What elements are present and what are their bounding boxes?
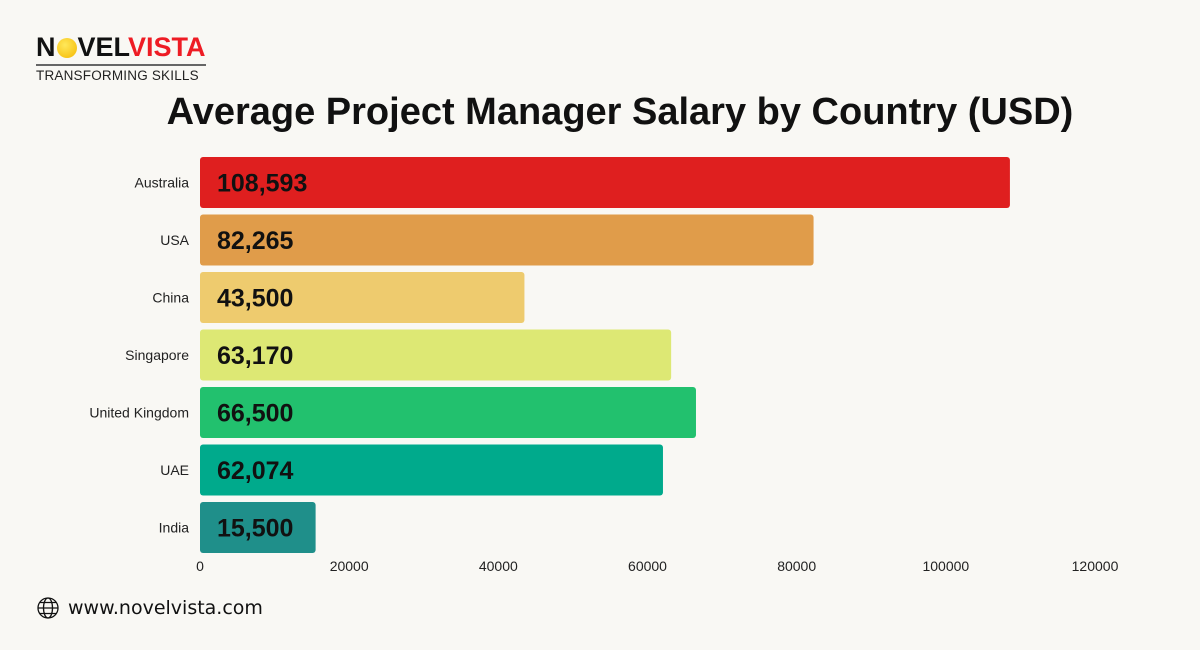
- category-label: United Kingdom: [89, 405, 189, 421]
- data-label: 108,593: [217, 170, 307, 198]
- bar-uae: [200, 444, 663, 496]
- bar-singapore: [200, 329, 672, 381]
- category-label: USA: [160, 232, 189, 248]
- bar-usa: [200, 214, 814, 266]
- x-tick-label: 100000: [922, 558, 969, 574]
- logo-divider: [36, 64, 206, 66]
- bar-china: [200, 272, 525, 323]
- data-label: 43,500: [217, 285, 293, 313]
- website-url[interactable]: www.novelvista.com: [68, 597, 263, 619]
- category-label: India: [159, 520, 190, 536]
- x-tick-label: 60000: [628, 558, 667, 574]
- logo-text-red: VISTA: [128, 32, 206, 62]
- data-label: 15,500: [217, 515, 293, 543]
- data-label: 63,170: [217, 342, 293, 370]
- bar-india: [200, 502, 316, 553]
- data-label: 66,500: [217, 400, 293, 428]
- category-label: Singapore: [125, 347, 189, 363]
- category-label: Australia: [135, 175, 190, 191]
- x-tick-label: 120000: [1072, 558, 1119, 574]
- logo-letter: N: [36, 32, 56, 62]
- medal-icon: [56, 38, 77, 58]
- chart-title: Average Project Manager Salary by Countr…: [166, 91, 1074, 133]
- x-tick-label: 20000: [330, 558, 369, 574]
- bar-australia: [200, 157, 1010, 208]
- x-tick-label: 40000: [479, 558, 518, 574]
- bar-united-kingdom: [200, 387, 696, 438]
- logo-text-dark: VEL: [77, 32, 129, 62]
- category-label: UAE: [160, 462, 189, 478]
- category-label: China: [152, 290, 189, 306]
- logo-tagline: TRANSFORMING SKILLS: [36, 68, 199, 83]
- x-tick-label: 0: [196, 558, 204, 574]
- x-tick-label: 80000: [777, 558, 816, 574]
- data-label: 82,265: [217, 227, 294, 255]
- data-label: 62,074: [217, 457, 294, 485]
- footer: www.novelvista.com: [36, 596, 263, 620]
- globe-icon: [37, 597, 59, 619]
- novelvista-logo: N VELVISTA TRANSFORMING SKILLS: [36, 33, 206, 83]
